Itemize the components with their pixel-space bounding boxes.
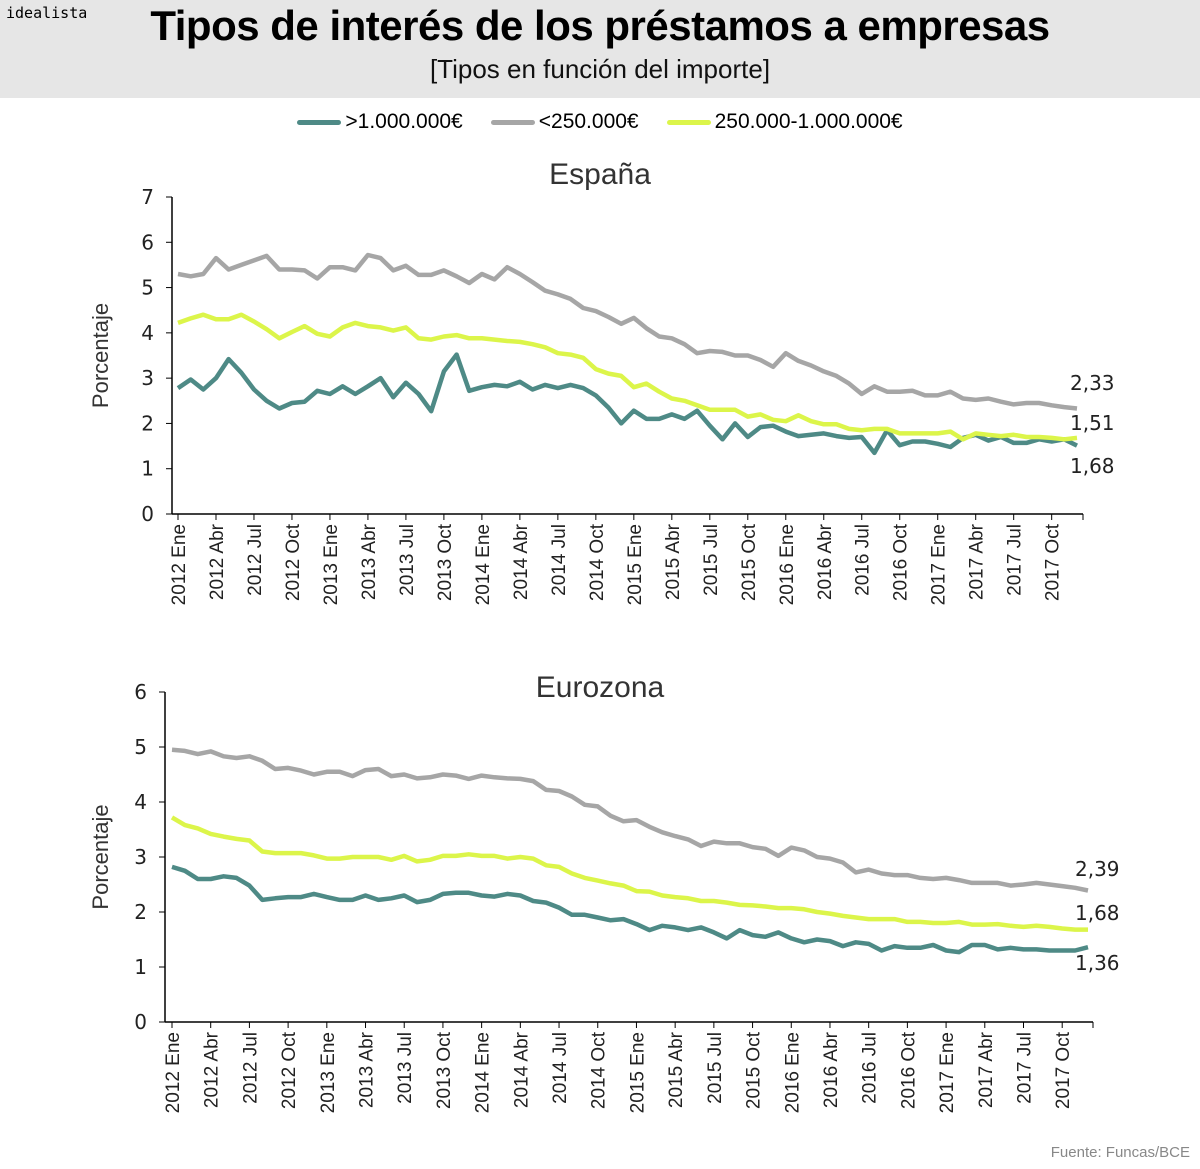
x-tick-label: 2016 Oct bbox=[891, 523, 912, 601]
y-tick-label: 4 bbox=[134, 790, 147, 814]
chart-1: Eurozona Porcentaje 0 1 2 3 4 5 6 2012 Ene 2012 Ab… bbox=[88, 671, 1120, 1113]
x-tick-label: 2012 Ene bbox=[169, 524, 190, 605]
end-value-label: 2,33 bbox=[1070, 371, 1115, 395]
x-tick-label: 2017 Abr bbox=[976, 1031, 997, 1108]
x-tick-label: 2013 Ene bbox=[321, 524, 342, 605]
series-line-2 bbox=[177, 312, 1078, 442]
x-tick-label: 2014 Oct bbox=[589, 1031, 610, 1109]
y-tick-label: 4 bbox=[141, 321, 154, 345]
series-line-0 bbox=[171, 864, 1089, 955]
x-tick-label: 2012 Abr bbox=[202, 1031, 223, 1108]
y-tick-label: 1 bbox=[141, 457, 154, 481]
x-tick-label: 2012 Oct bbox=[283, 523, 304, 601]
y-tick-label: 6 bbox=[134, 680, 147, 704]
series-line-1 bbox=[171, 747, 1089, 893]
x-tick-label: 2017 Ene bbox=[937, 1032, 958, 1113]
end-value-label: 1,36 bbox=[1075, 951, 1120, 975]
y-tick-label: 0 bbox=[134, 1010, 147, 1034]
x-tick-label: 2012 Jul bbox=[240, 1032, 261, 1104]
source-note: Fuente: Funcas/BCE bbox=[1050, 1144, 1190, 1161]
page-title: Tipos de interés de los préstamos a empr… bbox=[150, 2, 1050, 49]
x-tick-label: 2015 Abr bbox=[663, 523, 684, 600]
x-tick-label: 2016 Jul bbox=[853, 524, 874, 596]
y-tick-label: 2 bbox=[141, 411, 154, 435]
legend-label: 250.000-1.000.000€ bbox=[714, 110, 903, 133]
x-tick-label: 2015 Abr bbox=[666, 1031, 687, 1108]
x-tick-label: 2017 Oct bbox=[1053, 1031, 1074, 1109]
y-tick-label: 3 bbox=[141, 366, 154, 390]
series-line-0 bbox=[176, 352, 1078, 456]
x-tick-label: 2015 Oct bbox=[744, 1031, 765, 1109]
x-tick-label: 2014 Abr bbox=[511, 1031, 532, 1108]
y-axis-label: Porcentaje bbox=[88, 303, 113, 408]
end-value-label: 1,51 bbox=[1070, 411, 1115, 435]
x-tick-label: 2015 Ene bbox=[627, 1032, 648, 1113]
y-tick-label: 7 bbox=[141, 185, 154, 209]
x-tick-label: 2016 Ene bbox=[777, 524, 798, 605]
legend-item-medium: 250.000-1.000.000€ bbox=[666, 110, 903, 134]
x-tick-label: 2013 Abr bbox=[359, 523, 380, 600]
x-tick-label: 2012 Abr bbox=[207, 523, 228, 600]
x-tick-label: 2012 Ene bbox=[163, 1032, 184, 1113]
x-tick-label: 2015 Oct bbox=[739, 523, 760, 601]
x-tick-label: 2017 Ene bbox=[929, 524, 950, 605]
x-tick-label: 2016 Ene bbox=[782, 1032, 803, 1113]
y-tick-label: 2 bbox=[134, 900, 147, 924]
x-tick-label: 2015 Ene bbox=[625, 524, 646, 605]
x-tick-label: 2016 Abr bbox=[815, 523, 836, 600]
legend: >1.000.000€ <250.000€ 250.000-1.000.000€ bbox=[0, 110, 1200, 134]
x-tick-label: 2016 Jul bbox=[860, 1032, 881, 1104]
y-tick-label: 5 bbox=[134, 735, 147, 759]
x-tick-label: 2014 Jul bbox=[549, 524, 570, 596]
legend-label: >1.000.000€ bbox=[345, 110, 463, 133]
x-tick-label: 2017 Oct bbox=[1043, 523, 1064, 601]
page-subtitle: [Tipos en función del importe] bbox=[429, 54, 771, 84]
legend-label: <250.000€ bbox=[538, 110, 639, 133]
end-value-label: 1,68 bbox=[1070, 454, 1115, 478]
x-tick-label: 2014 Oct bbox=[587, 523, 608, 601]
idealista-logo: idealista bbox=[6, 4, 88, 22]
end-value-label: 1,68 bbox=[1075, 901, 1120, 925]
x-tick-label: 2014 Jul bbox=[550, 1032, 571, 1104]
header: idealista Tipos de interés de los présta… bbox=[0, 0, 1200, 98]
x-tick-label: 2013 Oct bbox=[434, 1031, 455, 1109]
legend-item-small: <250.000€ bbox=[490, 110, 639, 134]
legend-swatch bbox=[666, 119, 711, 125]
x-tick-label: 2013 Jul bbox=[397, 524, 418, 596]
x-tick-label: 2017 Jul bbox=[1005, 524, 1026, 596]
y-tick-label: 6 bbox=[141, 230, 154, 254]
x-tick-label: 2014 Abr bbox=[511, 523, 532, 600]
y-tick-label: 0 bbox=[141, 502, 154, 526]
x-tick-label: 2013 Ene bbox=[318, 1032, 339, 1113]
legend-item-large: >1.000.000€ bbox=[297, 110, 463, 134]
y-tick-label: 3 bbox=[134, 845, 147, 869]
x-tick-label: 2013 Oct bbox=[435, 523, 456, 601]
legend-swatch bbox=[297, 119, 342, 125]
chart-title: Eurozona bbox=[536, 671, 665, 704]
x-tick-label: 2015 Jul bbox=[701, 524, 722, 596]
series-line-2 bbox=[170, 815, 1088, 932]
chart-0: España Porcentaje 0 1 2 3 4 5 6 7 2012 Ene 2012 Abr… bbox=[88, 158, 1115, 605]
x-tick-label: 2014 Ene bbox=[473, 1032, 494, 1113]
legend-swatch bbox=[490, 119, 535, 125]
x-tick-label: 2016 Oct bbox=[898, 1031, 919, 1109]
end-value-label: 2,39 bbox=[1075, 857, 1120, 881]
x-tick-label: 2017 Abr bbox=[967, 523, 988, 600]
x-tick-label: 2013 Abr bbox=[357, 1031, 378, 1108]
x-tick-label: 2017 Jul bbox=[1014, 1032, 1035, 1104]
y-tick-label: 1 bbox=[134, 955, 147, 979]
x-tick-label: 2012 Oct bbox=[279, 1031, 300, 1109]
x-tick-label: 2016 Abr bbox=[821, 1031, 842, 1108]
y-tick-label: 5 bbox=[141, 276, 154, 300]
y-axis-label: Porcentaje bbox=[88, 804, 113, 909]
x-tick-label: 2014 Ene bbox=[473, 524, 494, 605]
x-tick-label: 2012 Jul bbox=[245, 524, 266, 596]
x-tick-label: 2015 Jul bbox=[705, 1032, 726, 1104]
series-line-1 bbox=[177, 252, 1078, 411]
x-tick-label: 2013 Jul bbox=[395, 1032, 416, 1104]
chart-title: España bbox=[549, 158, 651, 191]
